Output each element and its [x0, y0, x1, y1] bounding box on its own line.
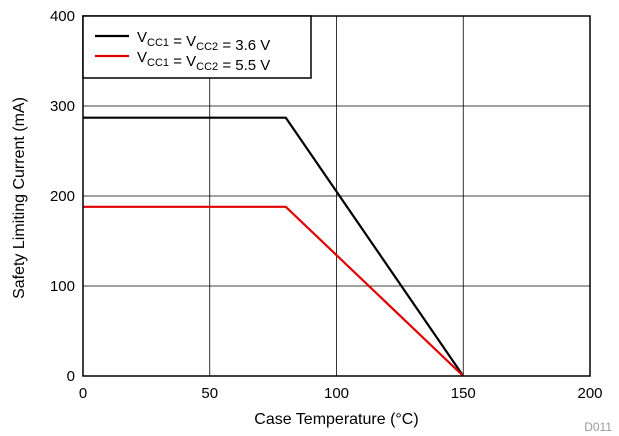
figure-id: D011	[584, 420, 612, 434]
y-tick-label: 0	[67, 368, 75, 385]
x-tick-label: 150	[451, 385, 476, 402]
series-line	[83, 205, 465, 377]
x-axis-label: Case Temperature (°C)	[254, 411, 418, 428]
legend-entry: VCC1 = VCC2 = 5.5 V	[137, 49, 270, 74]
y-tick-label: 400	[50, 8, 75, 25]
legend-box	[82, 15, 312, 79]
x-tick-label: 200	[577, 385, 602, 402]
x-tick-label: 50	[201, 385, 218, 402]
y-axis-label: Safety Limiting Current (mA)	[11, 97, 28, 299]
series-line	[83, 116, 465, 377]
y-tick-label: 100	[50, 278, 75, 295]
plot-frame	[82, 15, 591, 377]
series-lines	[83, 116, 465, 377]
x-tick-label: 0	[79, 385, 87, 402]
x-tick-label: 100	[324, 385, 349, 402]
y-tick-label: 300	[50, 98, 75, 115]
legend-entry: VCC1 = VCC2 = 3.6 V	[137, 29, 270, 54]
tick-labels: 0 50 100 150 200 0 100 200 300 400	[50, 8, 603, 402]
y-tick-label: 200	[50, 188, 75, 205]
